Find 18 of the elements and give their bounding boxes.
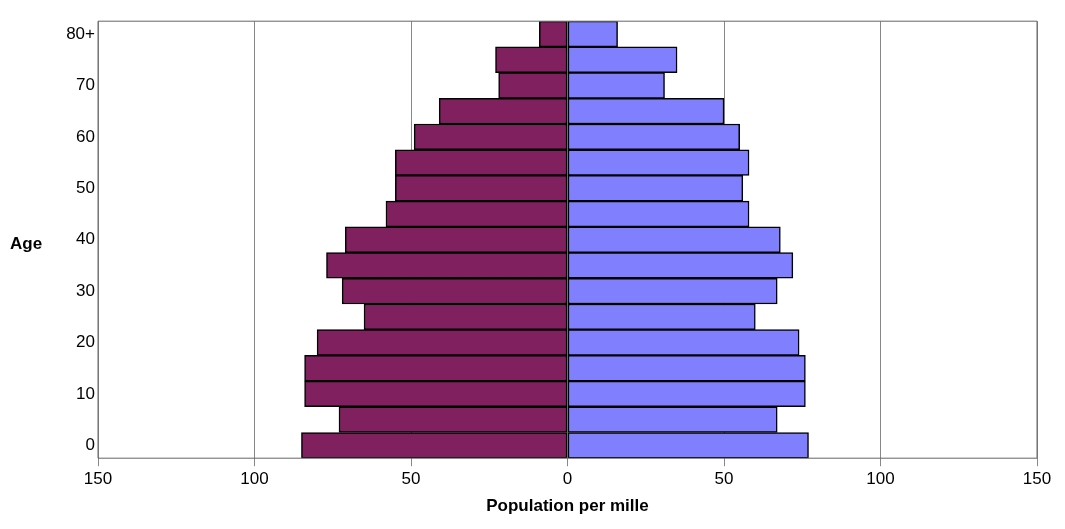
y-tick-label: 0 — [85, 435, 95, 455]
y-axis-title: Age — [10, 234, 43, 254]
y-tick-label: 50 — [76, 177, 95, 197]
y-tick-label: 10 — [76, 383, 95, 403]
x-tick-label: 50 — [401, 469, 421, 489]
y-tick-label: 20 — [76, 332, 95, 352]
y-tick-label: 60 — [76, 126, 95, 146]
x-tick-label: 0 — [562, 469, 573, 489]
x-tick-label: 100 — [866, 469, 895, 489]
x-tick-label: 50 — [714, 469, 734, 489]
x-axis-title: Population per mille — [486, 496, 649, 516]
y-tick-label: 40 — [76, 229, 95, 249]
y-tick-label: 70 — [76, 75, 95, 95]
x-tick-label: 100 — [240, 469, 269, 489]
y-tick-label: 80+ — [66, 23, 96, 43]
y-tick-label: 30 — [76, 280, 95, 300]
x-tick-label: 150 — [83, 469, 113, 489]
x-tick-label: 150 — [1022, 469, 1052, 489]
